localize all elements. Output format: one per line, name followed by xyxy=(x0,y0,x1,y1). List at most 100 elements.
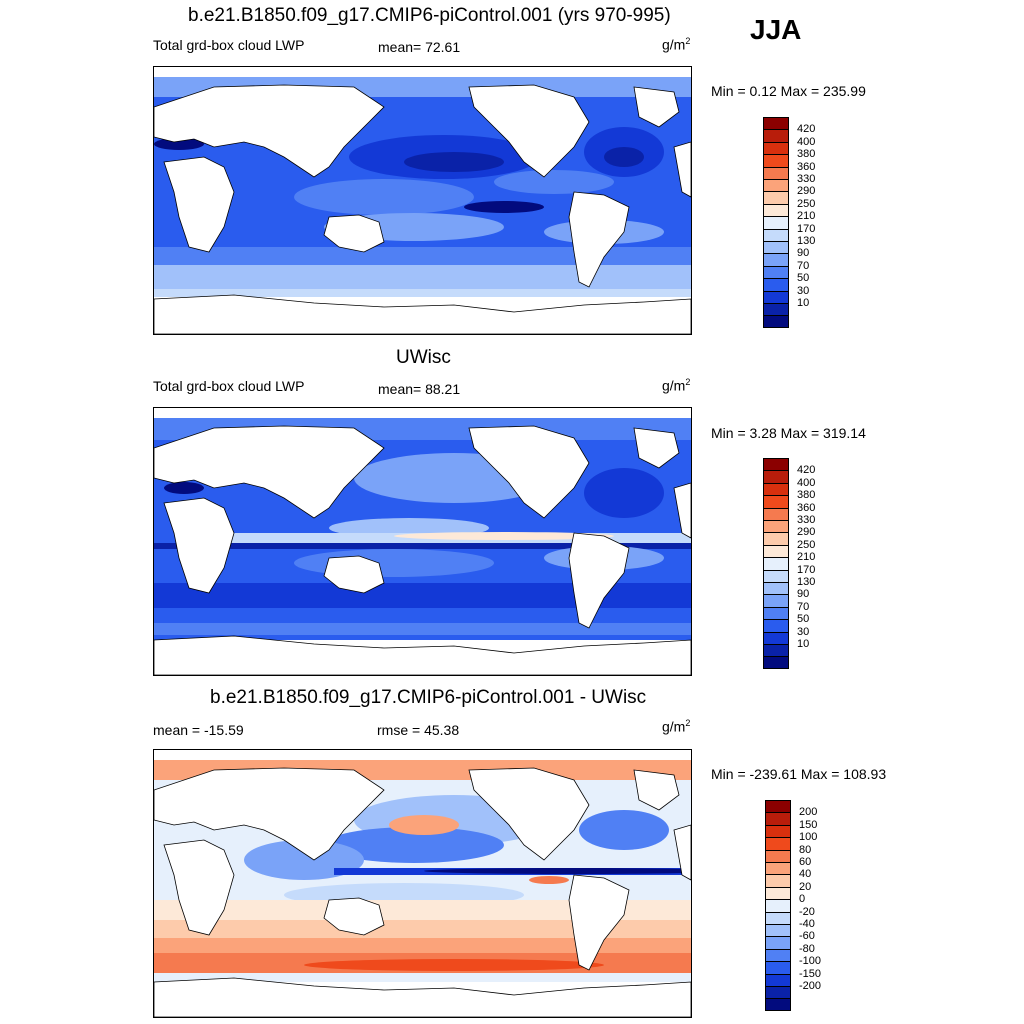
colorbar-tick-label: 130 xyxy=(797,235,816,247)
colorbar-tick-label: 380 xyxy=(797,489,816,502)
colorbar-swatch xyxy=(765,862,791,875)
colorbar-swatch xyxy=(765,911,791,925)
colorbar-tick-label: 250 xyxy=(797,538,816,551)
colorbar-tick-label: -60 xyxy=(799,930,815,943)
colorbar-swatch xyxy=(763,203,789,217)
colorbar-swatch xyxy=(765,849,791,863)
colorbar-swatch xyxy=(765,837,791,851)
season-label: JJA xyxy=(750,14,802,45)
panel-3-unit-label: g/m2 xyxy=(662,718,691,735)
colorbar-swatch xyxy=(765,936,791,950)
colorbar-tick-label: 40 xyxy=(799,868,812,881)
colorbar-tick-label: 130 xyxy=(797,576,816,588)
colorbar-swatch xyxy=(763,129,789,143)
panel-2-colorbar: 420 400 380 360 330 290 250 210 170 130 90 70 50 30 10 xyxy=(763,458,883,670)
colorbar-tick-label: -150 xyxy=(799,967,822,980)
colorbar-swatch xyxy=(765,924,791,937)
panel-3-title: b.e21.B1850.f09_g17.CMIP6-piControl.001 … xyxy=(210,687,647,708)
colorbar-tick-label: 90 xyxy=(797,588,810,601)
colorbar-tick-label: 420 xyxy=(797,464,816,477)
colorbar-swatch xyxy=(765,812,791,826)
panel-3-colorbar: 200 150 100 80 60 40 20 0 -20 -40 -60 -80 -100 -150 -2… xyxy=(765,800,885,1012)
colorbar-swatch xyxy=(763,117,789,130)
colorbar-swatch xyxy=(763,644,789,657)
colorbar-tick-label: 210 xyxy=(797,551,816,564)
colorbar-swatch xyxy=(763,482,789,496)
colorbar-tick-label: 30 xyxy=(797,284,810,297)
colorbar-swatch xyxy=(765,874,791,888)
panel-3-minmax-label: Min = -239.61 Max = 108.93 xyxy=(711,766,887,782)
colorbar-tick-label: 400 xyxy=(797,135,816,148)
panel-1-mean-label: mean= 72.61 xyxy=(378,39,461,55)
panel-1-map-field xyxy=(154,67,691,334)
colorbar-tick-label: 330 xyxy=(797,514,816,526)
panel-1-map xyxy=(153,66,692,335)
colorbar-tick-label: 70 xyxy=(797,259,810,272)
panel-3-mean-label: mean = -15.59 xyxy=(153,722,244,738)
colorbar-tick-label: -40 xyxy=(799,918,815,930)
colorbar-tick-label: 20 xyxy=(799,880,812,893)
panel-2-mean-label: mean= 88.21 xyxy=(378,381,461,397)
colorbar-tick-label: 200 xyxy=(799,806,818,819)
colorbar-tick-label: 90 xyxy=(797,247,810,260)
colorbar-swatch xyxy=(763,166,789,180)
colorbar-swatch xyxy=(763,569,789,583)
colorbar-tick-label: 290 xyxy=(797,185,816,198)
colorbar-tick-label: 50 xyxy=(797,272,810,285)
colorbar-swatch xyxy=(765,998,791,1012)
colorbar-tick-label: 50 xyxy=(797,613,810,626)
colorbar-tick-label: 380 xyxy=(797,148,816,161)
colorbar-tick-label: 100 xyxy=(799,831,818,844)
colorbar-swatch xyxy=(763,191,789,205)
colorbar-tick-label: 360 xyxy=(797,160,816,173)
colorbar-tick-label: 290 xyxy=(797,526,816,539)
colorbar-swatch xyxy=(763,495,789,509)
colorbar-swatch xyxy=(763,582,789,595)
colorbar-swatch xyxy=(763,241,789,254)
colorbar-tick-label: 150 xyxy=(799,818,818,831)
panel-1-minmax-label: Min = 0.12 Max = 235.99 xyxy=(711,83,866,99)
colorbar-swatch xyxy=(763,253,789,267)
colorbar-swatch xyxy=(763,228,789,242)
colorbar-tick-label: 400 xyxy=(797,476,816,489)
colorbar-swatch xyxy=(763,557,789,571)
colorbar-tick-label: 30 xyxy=(797,625,810,638)
colorbar-tick-label: 420 xyxy=(797,123,816,136)
colorbar-swatch xyxy=(763,179,789,192)
colorbar-swatch xyxy=(763,216,789,230)
colorbar-swatch xyxy=(765,824,791,838)
colorbar-swatch xyxy=(763,303,789,316)
colorbar-tick-label: 250 xyxy=(797,197,816,210)
colorbar-swatch xyxy=(763,606,789,620)
colorbar-swatch xyxy=(763,141,789,155)
panel-2-unit-label: g/m2 xyxy=(662,377,691,394)
colorbar-swatch xyxy=(763,532,789,546)
colorbar-tick-label: 210 xyxy=(797,210,816,223)
colorbar-swatch xyxy=(763,619,789,633)
panel-1-colorbar: 420 400 380 360 330 290 250 210 170 130 90 70 50 30 10 xyxy=(763,117,883,329)
colorbar-swatch xyxy=(763,507,789,521)
colorbar-swatch xyxy=(763,265,789,279)
colorbar-tick-label: 170 xyxy=(797,563,816,576)
panel-2-map xyxy=(153,407,692,676)
colorbar-tick-label: 60 xyxy=(799,856,812,868)
colorbar-swatch xyxy=(763,458,789,471)
colorbar-swatch xyxy=(765,886,791,900)
panel-3-map xyxy=(153,749,692,1018)
colorbar-tick-label: -80 xyxy=(799,942,815,955)
colorbar-tick-label: 70 xyxy=(797,600,810,613)
colorbar-swatch xyxy=(763,631,789,645)
panel-2-minmax-label: Min = 3.28 Max = 319.14 xyxy=(711,425,866,441)
colorbar-tick-label: -200 xyxy=(799,980,822,992)
colorbar-tick-label: 330 xyxy=(797,173,816,185)
colorbar-swatch xyxy=(765,973,791,987)
colorbar-swatch xyxy=(763,315,789,329)
colorbar-swatch xyxy=(763,290,789,304)
panel-1-unit-label: g/m2 xyxy=(662,36,691,53)
panel-2-title: UWisc xyxy=(396,347,451,368)
panel-1-variable-label: Total grd-box cloud LWP xyxy=(153,37,305,53)
colorbar-tick-label: 10 xyxy=(797,638,810,650)
colorbar-swatch xyxy=(765,899,791,913)
colorbar-tick-label: -20 xyxy=(799,905,815,918)
colorbar-swatch xyxy=(763,544,789,558)
